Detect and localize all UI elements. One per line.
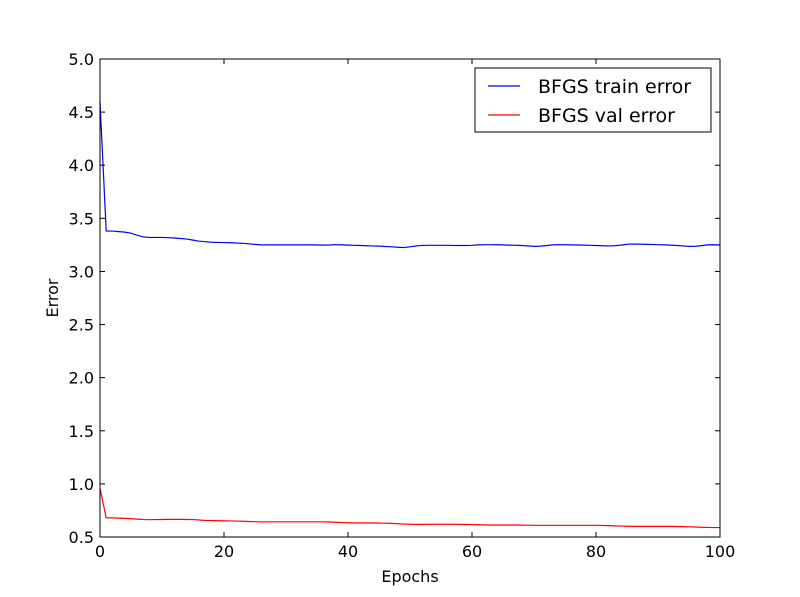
- y-tick-label: 1.0: [69, 475, 94, 494]
- x-tick-label: 20: [214, 542, 234, 561]
- y-tick-label: 3.5: [69, 209, 94, 228]
- legend-frame: [474, 67, 712, 133]
- plot-frame: [99, 58, 721, 538]
- x-axis-title: Epochs: [381, 567, 438, 586]
- y-tick-label: 4.0: [69, 156, 94, 175]
- x-tick-label: 40: [338, 542, 358, 561]
- legend: BFGS train error BFGS val error: [474, 67, 712, 133]
- series-line-train-error: [99, 101, 721, 249]
- legend-label-train: BFGS train error: [538, 76, 691, 98]
- x-axis: 0 20 40 60 80 100: [95, 59, 735, 561]
- legend-label-val: BFGS val error: [538, 105, 675, 127]
- x-tick-label: 80: [586, 542, 606, 561]
- x-tick-label: 60: [462, 542, 482, 561]
- y-tick-label: 4.5: [69, 103, 94, 122]
- y-tick-label: 1.5: [69, 422, 94, 441]
- x-tick-label: 100: [705, 542, 736, 561]
- y-tick-label: 0.5: [69, 528, 94, 547]
- series-layer: [99, 101, 721, 529]
- y-tick-label: 3.0: [69, 262, 94, 281]
- y-tick-label: 2.0: [69, 369, 94, 388]
- y-tick-label: 5.0: [69, 50, 94, 69]
- y-axis: 0.5 1.0 1.5 2.0 2.5 3.0 3.5 4.0 4.5 5.0: [69, 50, 720, 547]
- y-tick-label: 2.5: [69, 316, 94, 335]
- x-tick-label: 0: [95, 542, 105, 561]
- series-line-val-error: [99, 488, 720, 529]
- y-axis-title: Error: [43, 278, 62, 317]
